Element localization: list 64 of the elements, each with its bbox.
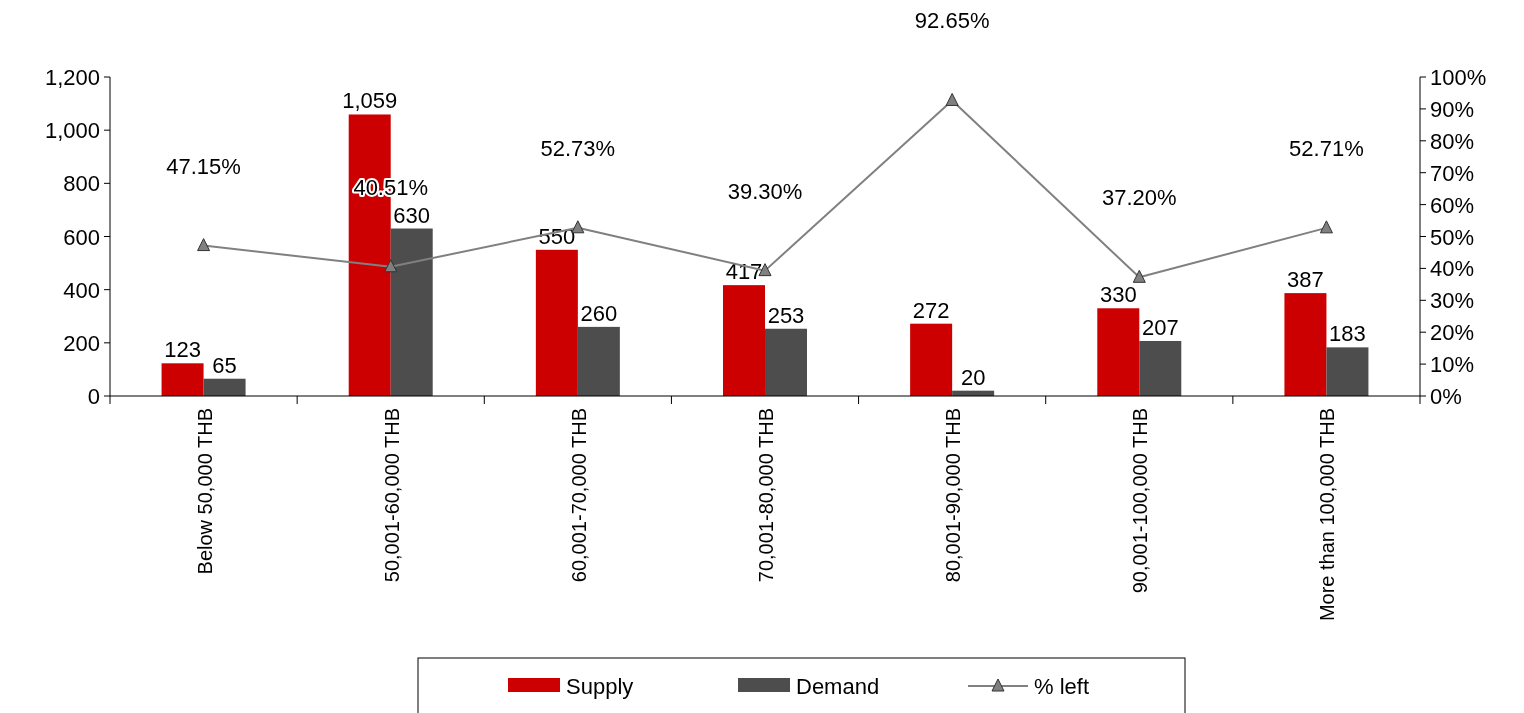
y2-tick-label: 0% bbox=[1430, 384, 1462, 409]
x-tick-label: 60,001-70,000 THB bbox=[567, 408, 590, 583]
data-label: 52.73% bbox=[540, 135, 616, 161]
data-label: 183 bbox=[1329, 321, 1366, 347]
y-tick-label: 1,000 bbox=[44, 118, 100, 144]
legend-label: Supply bbox=[566, 674, 634, 699]
bar bbox=[161, 363, 204, 396]
data-label: 207 bbox=[1141, 314, 1179, 340]
data-label: 37.20% bbox=[1101, 185, 1177, 211]
data-label: 417 bbox=[725, 259, 763, 285]
point bbox=[945, 92, 959, 106]
y-tick-label: 200 bbox=[63, 330, 100, 356]
bar bbox=[1097, 308, 1140, 396]
y-tick-label: 600 bbox=[63, 224, 100, 250]
point bbox=[197, 238, 211, 252]
y2-tick-label: 60% bbox=[1430, 192, 1475, 218]
data-label: 52.71% bbox=[1289, 135, 1364, 161]
x-tick-label: 80,001-90,000 THB bbox=[942, 408, 965, 583]
bar bbox=[765, 328, 807, 396]
point bbox=[1319, 220, 1333, 234]
y-tick-label: 1,200 bbox=[44, 65, 100, 90]
data-label: 387 bbox=[1287, 267, 1324, 293]
point bbox=[384, 259, 398, 273]
data-label: 39.30% bbox=[727, 178, 803, 204]
y2-tick-label: 90% bbox=[1430, 96, 1475, 122]
y2-tick-label: 30% bbox=[1430, 288, 1475, 314]
x-tick-label: Below 50,000 THB bbox=[193, 408, 216, 575]
data-label: 92.65% bbox=[914, 8, 990, 34]
y-tick-label: 0 bbox=[87, 384, 100, 409]
x-tick-label: 70,001-80,000 THB bbox=[755, 408, 777, 583]
x-tick-label: 50,001-60,000 THB bbox=[380, 408, 403, 583]
data-label: 65 bbox=[212, 352, 237, 378]
point bbox=[1132, 269, 1146, 283]
y2-tick-label: 10% bbox=[1430, 352, 1475, 378]
y2-tick-label: 40% bbox=[1430, 256, 1475, 282]
data-label: 123 bbox=[164, 337, 201, 363]
y2-tick-label: 50% bbox=[1430, 224, 1475, 250]
data-label: 330 bbox=[1099, 282, 1137, 308]
y-tick-label: 800 bbox=[63, 171, 100, 197]
x-tick-label: 90,001-100,000 THB bbox=[1129, 408, 1152, 594]
y-tick-label: 400 bbox=[63, 277, 100, 303]
y2-tick-label: 20% bbox=[1430, 320, 1475, 346]
y2-tick-label: 80% bbox=[1430, 128, 1475, 154]
bar bbox=[535, 249, 578, 396]
bar bbox=[723, 285, 765, 396]
bar bbox=[910, 323, 953, 396]
bar bbox=[1284, 293, 1327, 396]
y2-tick-label: 70% bbox=[1430, 160, 1475, 186]
data-label: 630 bbox=[393, 202, 431, 228]
legend-label: Demand bbox=[796, 674, 880, 699]
data-label: 47.15% bbox=[166, 153, 241, 179]
bar bbox=[1326, 347, 1369, 396]
bar bbox=[203, 378, 246, 396]
data-label: 1,059 bbox=[342, 88, 398, 114]
bar bbox=[390, 228, 433, 396]
data-label: 253 bbox=[767, 302, 805, 328]
data-label: 20 bbox=[960, 364, 986, 390]
x-tick-label: More than 100,000 THB bbox=[1316, 408, 1339, 622]
data-label: 260 bbox=[580, 300, 618, 326]
bar bbox=[577, 326, 620, 396]
bar bbox=[1139, 340, 1182, 396]
data-label: 272 bbox=[912, 297, 950, 323]
y2-tick-label: 100% bbox=[1430, 65, 1487, 90]
legend-label: % left bbox=[1034, 674, 1090, 699]
